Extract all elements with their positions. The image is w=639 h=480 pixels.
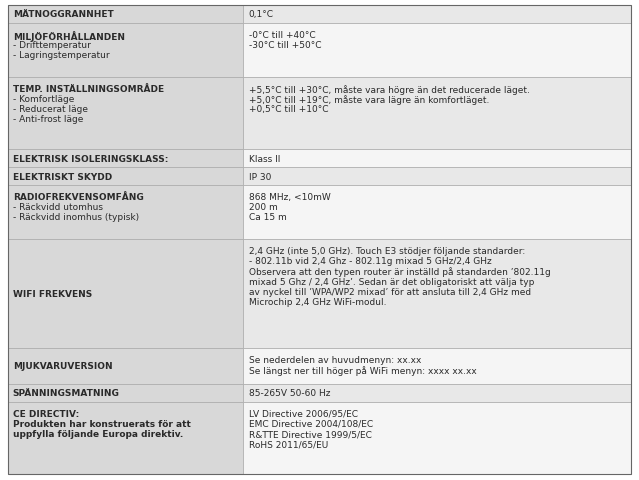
Text: EMC Directive 2004/108/EC: EMC Directive 2004/108/EC [249, 419, 373, 428]
Bar [8, 24, 243, 78]
Text: -0°C till +40°C: -0°C till +40°C [249, 31, 315, 40]
Text: MÄTNOGGRANNHET: MÄTNOGGRANNHET [13, 10, 114, 19]
Text: Klass II: Klass II [249, 155, 280, 163]
Text: Ca 15 m: Ca 15 m [249, 213, 286, 222]
Text: ELEKTRISK ISOLERINGSKLASS:: ELEKTRISK ISOLERINGSKLASS: [13, 155, 168, 163]
Bar [243, 402, 631, 474]
Text: SPÄNNINGSMATNING: SPÄNNINGSMATNING [13, 389, 119, 397]
Text: +0,5°C till +10°C: +0,5°C till +10°C [249, 105, 328, 114]
Text: ELEKTRISKT SKYDD: ELEKTRISKT SKYDD [13, 172, 112, 181]
Bar [8, 186, 243, 240]
Text: - Komfortläge: - Komfortläge [13, 95, 74, 104]
Bar [243, 240, 631, 348]
Bar [243, 348, 631, 384]
Text: 200 m: 200 m [249, 203, 277, 212]
Text: R&TTE Directive 1999/5/EC: R&TTE Directive 1999/5/EC [249, 429, 371, 438]
Bar [243, 168, 631, 186]
Text: - Anti-frost läge: - Anti-frost läge [13, 115, 83, 124]
Text: IP 30: IP 30 [249, 172, 271, 181]
Text: Observera att den typen router är inställd på standarden ’802.11g: Observera att den typen router är instäl… [249, 267, 550, 277]
Bar [8, 150, 243, 168]
Text: LV Directive 2006/95/EC: LV Directive 2006/95/EC [249, 409, 358, 418]
Text: RoHS 2011/65/EU: RoHS 2011/65/EU [249, 439, 328, 448]
Bar [8, 78, 243, 150]
Text: CE DIRECTIV:: CE DIRECTIV: [13, 409, 79, 418]
Text: - Lagringstemperatur: - Lagringstemperatur [13, 51, 109, 60]
Bar [8, 6, 243, 24]
Text: +5,5°C till +30°C, måste vara högre än det reducerade läget.: +5,5°C till +30°C, måste vara högre än d… [249, 84, 529, 95]
Bar [8, 240, 243, 348]
Text: - 802.11b vid 2,4 Ghz - 802.11g mixad 5 GHz/2,4 GHz: - 802.11b vid 2,4 Ghz - 802.11g mixad 5 … [249, 257, 491, 266]
Text: 2,4 GHz (inte 5,0 GHz). Touch E3 stödjer följande standarder:: 2,4 GHz (inte 5,0 GHz). Touch E3 stödjer… [249, 247, 525, 256]
Bar [243, 78, 631, 150]
Text: av nyckel till ’WPA/WP2 mixad’ för att ansluta till 2,4 GHz med: av nyckel till ’WPA/WP2 mixad’ för att a… [249, 287, 530, 296]
Text: 85-265V 50-60 Hz: 85-265V 50-60 Hz [249, 389, 330, 397]
Text: RADIOFREKVENSOMFÅNG: RADIOFREKVENSOMFÅNG [13, 193, 144, 202]
Bar [8, 348, 243, 384]
Text: 868 MHz, <10mW: 868 MHz, <10mW [249, 193, 330, 202]
Bar [243, 384, 631, 402]
Text: WIFI FREKVENS: WIFI FREKVENS [13, 289, 92, 299]
Text: - Räckvidd inomhus (typisk): - Räckvidd inomhus (typisk) [13, 213, 139, 222]
Text: - Räckvidd utomhus: - Räckvidd utomhus [13, 203, 103, 212]
Text: Se nederdelen av huvudmenyn: xx.xx: Se nederdelen av huvudmenyn: xx.xx [249, 355, 421, 364]
Bar [243, 6, 631, 24]
Bar [243, 150, 631, 168]
Text: Microchip 2,4 GHz WiFi-modul.: Microchip 2,4 GHz WiFi-modul. [249, 297, 386, 306]
Bar [8, 168, 243, 186]
Text: 0,1°C: 0,1°C [249, 10, 273, 19]
Text: uppfylla följande Europa direktiv.: uppfylla följande Europa direktiv. [13, 429, 183, 438]
Bar [8, 402, 243, 474]
Text: - Drifttemperatur: - Drifttemperatur [13, 41, 91, 49]
Text: Se längst ner till höger på WiFi menyn: xxxx xx.xx: Se längst ner till höger på WiFi menyn: … [249, 365, 476, 375]
Text: mixad 5 Ghz / 2,4 GHz’. Sedan är det obligatoriskt att välja typ: mixad 5 Ghz / 2,4 GHz’. Sedan är det obl… [249, 277, 534, 286]
Text: Produkten har konstruerats för att: Produkten har konstruerats för att [13, 419, 190, 428]
Text: -30°C till +50°C: -30°C till +50°C [249, 41, 321, 49]
Text: - Reducerat läge: - Reducerat läge [13, 105, 88, 114]
Text: MILJÖFÖRHÅLLANDEN: MILJÖFÖRHÅLLANDEN [13, 31, 125, 42]
Text: MJUKVARUVERSION: MJUKVARUVERSION [13, 361, 112, 371]
Text: +5,0°C till +19°C, måste vara lägre än komfortläget.: +5,0°C till +19°C, måste vara lägre än k… [249, 95, 489, 105]
Bar [243, 24, 631, 78]
Bar [243, 186, 631, 240]
Text: TEMP. INSTÄLLNINGSOMRÅDE: TEMP. INSTÄLLNINGSOMRÅDE [13, 84, 164, 94]
Bar [8, 384, 243, 402]
